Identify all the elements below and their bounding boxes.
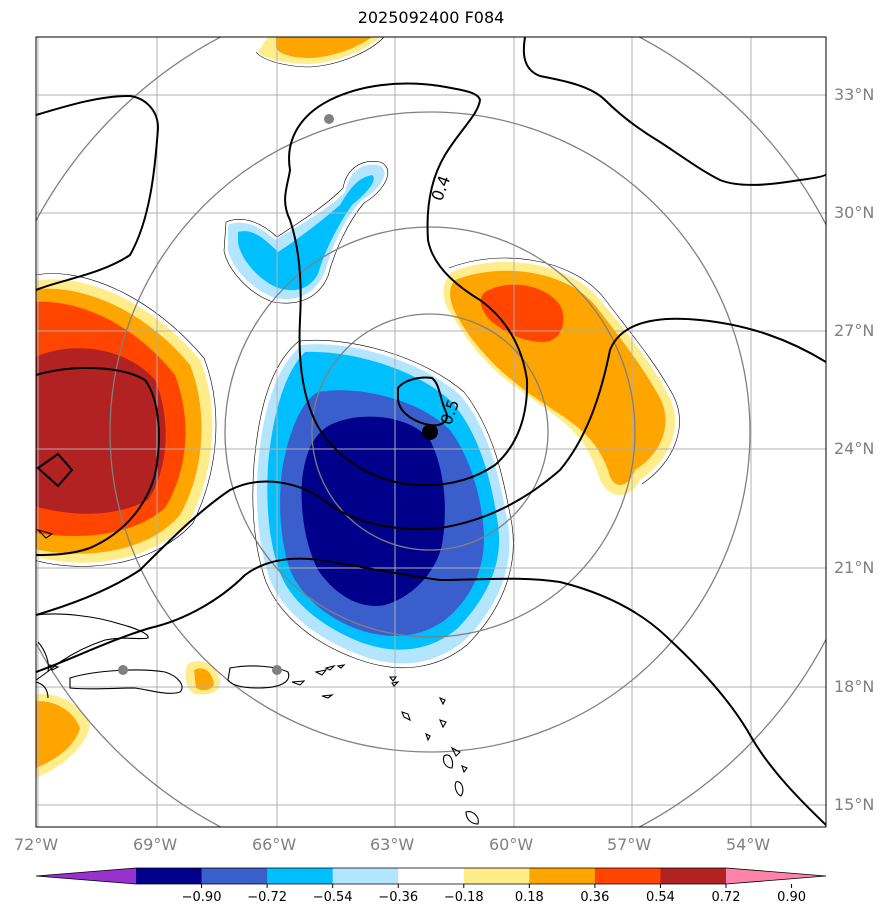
colorbar-segment bbox=[594, 868, 661, 884]
range-rings bbox=[36, 37, 826, 827]
colorbar-segment bbox=[332, 868, 399, 884]
colorbar-tick-label: −0.72 bbox=[247, 890, 288, 905]
colorbar-segment bbox=[463, 868, 530, 884]
colorbar-tick-label: 0.36 bbox=[580, 890, 610, 905]
map-title: 2025092400 F084 bbox=[357, 8, 505, 27]
x-tick-label: 72°W bbox=[14, 835, 59, 854]
y-tick-label: 24°N bbox=[834, 439, 875, 458]
colorbar-extend-high bbox=[726, 868, 826, 884]
y-tick-label: 18°N bbox=[834, 677, 875, 696]
negative-anomaly-main-dark bbox=[301, 416, 445, 606]
colorbar-segment bbox=[529, 868, 596, 884]
y-tick-label: 21°N bbox=[834, 558, 875, 577]
x-tick-label: 54°W bbox=[726, 835, 771, 854]
x-tick-label: 63°W bbox=[370, 835, 415, 854]
positive-anomaly-southwest-orange bbox=[36, 701, 80, 768]
gray-marker-hispaniola bbox=[118, 665, 128, 675]
colorbar-segment bbox=[201, 868, 268, 884]
contour-label-0.4: 0.4 bbox=[428, 173, 455, 203]
storm-center-marker bbox=[422, 424, 438, 440]
y-tick-label: 27°N bbox=[834, 321, 875, 340]
positive-anomaly-north-orange bbox=[275, 37, 372, 58]
contour-north-ridge bbox=[284, 82, 529, 487]
colorbar-segment bbox=[136, 868, 203, 884]
colorbar-tick-label: 0.72 bbox=[711, 890, 741, 905]
contour-west-box bbox=[36, 452, 74, 488]
x-tick-label: 57°W bbox=[607, 835, 652, 854]
colorbar-tick-label: 0.18 bbox=[514, 890, 544, 905]
colorbar-outline bbox=[35, 867, 827, 885]
positive-anomaly-east-red bbox=[480, 284, 564, 342]
y-tick-label: 30°N bbox=[834, 203, 875, 222]
colorbar-extend-low bbox=[36, 868, 136, 884]
colorbar-segment bbox=[660, 868, 727, 884]
anomaly-outlines bbox=[36, 37, 680, 669]
positive-anomaly-west-dark bbox=[36, 348, 166, 514]
map-plot-area: 0.4 0.5 bbox=[36, 37, 826, 827]
markers bbox=[118, 114, 438, 675]
colorbar bbox=[35, 867, 827, 888]
colorbar-tick-label: 0.90 bbox=[777, 890, 807, 905]
contour-south bbox=[36, 557, 826, 826]
colorbar-tick-label: −0.18 bbox=[443, 890, 484, 905]
colorbar-tick-label: −0.90 bbox=[181, 890, 222, 905]
colorbar-segment bbox=[267, 868, 334, 884]
contour-west-outer bbox=[36, 94, 160, 291]
contour-inner-0.5 bbox=[397, 376, 448, 427]
positive-anomaly-small-orange bbox=[194, 668, 214, 691]
contour-west-low bbox=[36, 367, 160, 556]
y-tick-label: 33°N bbox=[834, 85, 875, 104]
colorbar-tick-label: 0.54 bbox=[645, 890, 675, 905]
gray-marker-bermuda bbox=[324, 114, 334, 124]
x-tick-label: 69°W bbox=[133, 835, 178, 854]
colorbar-tick-label: −0.54 bbox=[312, 890, 353, 905]
gridlines bbox=[36, 37, 826, 827]
contour-middle bbox=[36, 317, 826, 616]
negative-anomaly-north-blue bbox=[238, 175, 374, 291]
x-tick-label: 60°W bbox=[489, 835, 534, 854]
contour-lines bbox=[36, 37, 826, 826]
y-tick-label: 15°N bbox=[834, 795, 875, 814]
x-tick-label: 66°W bbox=[252, 835, 297, 854]
colorbar-tick-label: −0.36 bbox=[378, 890, 419, 905]
gray-marker-puerto-rico bbox=[272, 665, 282, 675]
plot-frame bbox=[35, 36, 827, 828]
coastlines bbox=[36, 528, 479, 825]
contour-northeast bbox=[522, 37, 826, 186]
colorbar-segment bbox=[398, 868, 465, 884]
